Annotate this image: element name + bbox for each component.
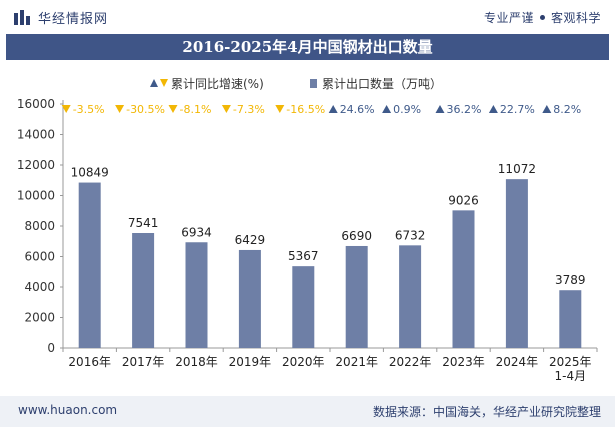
- bar-value-label: 6934: [181, 225, 212, 239]
- bar: [78, 182, 101, 348]
- legend-growth-up-icon: [150, 79, 158, 87]
- growth-label: -3.5%: [73, 103, 105, 116]
- y-tick-label: 16000: [17, 97, 55, 111]
- bar: [292, 266, 315, 348]
- bar: [345, 245, 368, 348]
- x-tick-label: 2024年: [496, 355, 539, 369]
- bar-value-label: 6429: [235, 233, 266, 247]
- bar-value-label: 10849: [71, 166, 109, 180]
- growth-up-arrow-icon: [488, 105, 498, 113]
- x-tick-label: 2025年: [549, 355, 592, 369]
- tagline: 专业严谨 客观科学: [484, 9, 601, 26]
- x-tick-label: 1-4月: [554, 369, 586, 383]
- bar-value-label: 5367: [288, 249, 319, 263]
- bar: [132, 232, 155, 348]
- bar: [452, 210, 475, 348]
- growth-up-arrow-icon: [328, 105, 338, 113]
- legend-bar-label: 累计出口数量（万吨）: [322, 76, 442, 91]
- growth-label: -7.3%: [233, 103, 265, 116]
- growth-down-arrow-icon: [221, 105, 231, 113]
- y-tick-label: 4000: [24, 280, 55, 294]
- y-tick-label: 8000: [24, 219, 55, 233]
- growth-label: -30.5%: [126, 103, 165, 116]
- y-tick-label: 6000: [24, 250, 55, 264]
- x-tick-label: 2022年: [389, 355, 432, 369]
- legend-growth-label: 累计同比增速(%): [171, 77, 264, 91]
- growth-down-arrow-icon: [115, 105, 125, 113]
- bar: [559, 290, 582, 348]
- tagline-left: 专业严谨: [483, 11, 534, 25]
- growth-label: -16.5%: [286, 103, 325, 116]
- bar-value-label: 9026: [448, 193, 479, 207]
- growth-up-arrow-icon: [382, 105, 392, 113]
- footer-source: 数据来源：中国海关，华经产业研究院整理: [372, 405, 601, 419]
- legend-bar-swatch: [310, 79, 317, 88]
- y-tick-label: 0: [47, 341, 55, 355]
- bar-value-label: 3789: [555, 273, 586, 287]
- bar-value-label: 6732: [395, 228, 426, 242]
- tagline-right: 客观科学: [550, 11, 601, 25]
- bar-chart: 累计同比增速(%) 累计出口数量（万吨） 0 2000 4000 6000 8000 1000…: [17, 76, 598, 383]
- x-tick-label: 2021年: [335, 355, 378, 369]
- growth-label: -8.1%: [180, 103, 212, 116]
- x-tick-label: 2017年: [122, 355, 165, 369]
- growth-label: 22.7%: [500, 103, 535, 116]
- y-tick-label: 14000: [17, 128, 55, 142]
- footer-url: www.huaon.com: [18, 403, 118, 417]
- bar: [399, 245, 422, 348]
- y-tick-label: 12000: [17, 158, 55, 172]
- brand-logo-icon: [14, 10, 32, 25]
- x-tick-label: 2016年: [68, 355, 111, 369]
- bar: [505, 179, 528, 348]
- growth-down-arrow-icon: [61, 105, 71, 113]
- x-tick-label: 2018年: [175, 355, 218, 369]
- y-tick-label: 2000: [24, 311, 55, 325]
- chart-title: 2016-2025年4月中国钢材出口数量: [6, 34, 609, 60]
- growth-up-arrow-icon: [435, 105, 445, 113]
- growth-label: 24.6%: [340, 103, 375, 116]
- y-tick-label: 10000: [17, 189, 55, 203]
- x-tick-label: 2019年: [229, 355, 272, 369]
- brand-name: 华经情报网: [38, 12, 109, 27]
- growth-down-arrow-icon: [275, 105, 285, 113]
- growth-label: 0.9%: [393, 103, 421, 116]
- growth-label: 8.2%: [553, 103, 581, 116]
- footer: www.huaon.com 数据来源：中国海关，华经产业研究院整理: [0, 396, 615, 427]
- bar: [185, 242, 208, 348]
- growth-up-arrow-icon: [542, 105, 552, 113]
- growth-down-arrow-icon: [168, 105, 178, 113]
- bar: [238, 249, 261, 348]
- top-bar: 华经情报网 专业严谨 客观科学: [0, 0, 615, 33]
- x-tick-label: 2023年: [442, 355, 485, 369]
- bar-value-label: 11072: [498, 162, 536, 176]
- tagline-separator-icon: [539, 15, 545, 20]
- x-tick-label: 2020年: [282, 355, 325, 369]
- legend-growth-down-icon: [160, 79, 168, 87]
- bar-value-label: 6690: [341, 229, 372, 243]
- growth-label: 36.2%: [447, 103, 482, 116]
- bar-value-label: 7541: [128, 216, 159, 230]
